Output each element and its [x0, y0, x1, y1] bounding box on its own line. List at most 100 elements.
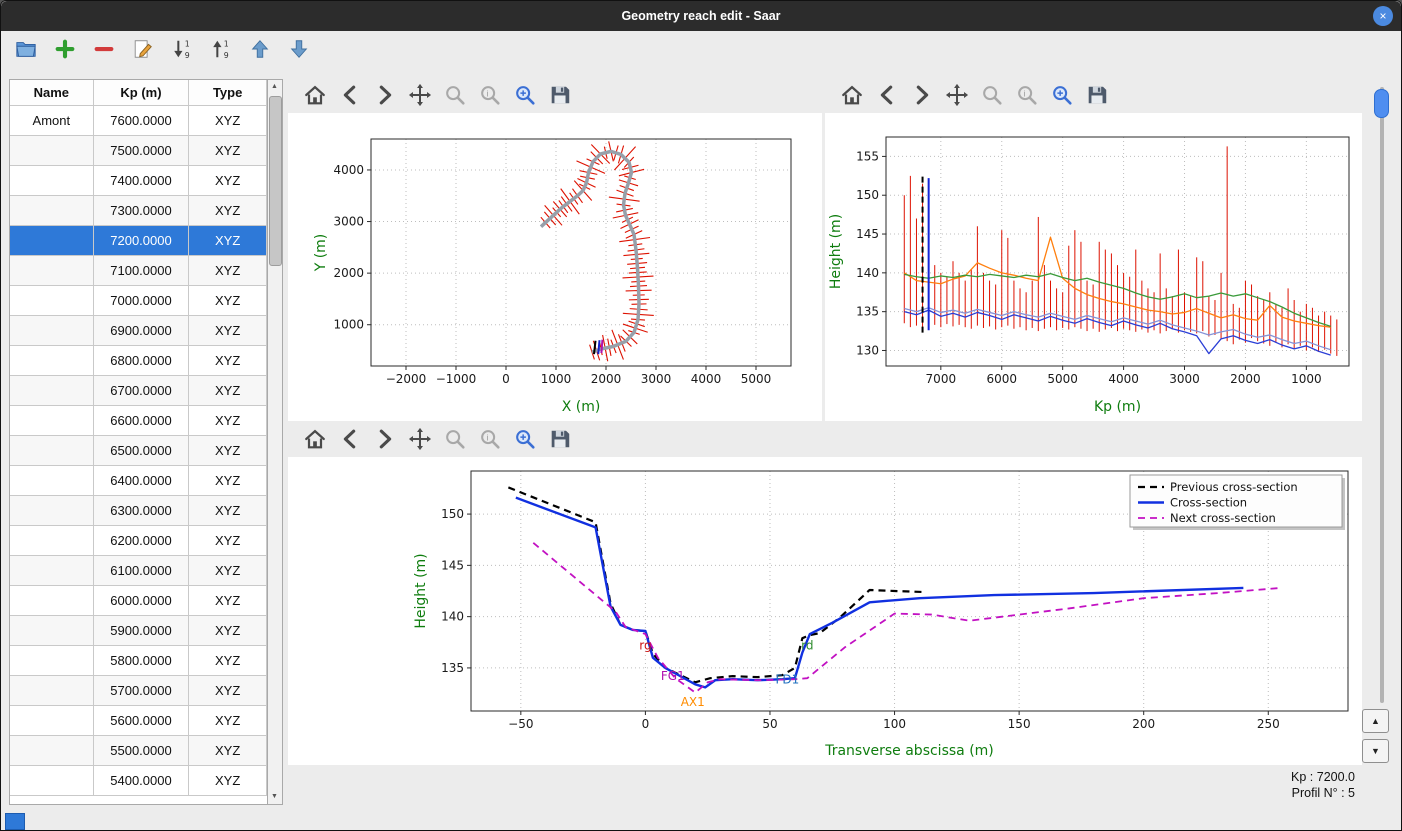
cell-name	[10, 376, 94, 406]
zoom-button[interactable]	[979, 84, 1005, 110]
back-button[interactable]	[337, 428, 363, 454]
zoom-rect-button[interactable]	[1049, 84, 1075, 110]
profile-slider-track[interactable]	[1380, 87, 1384, 703]
zoom-rect-button[interactable]	[512, 84, 538, 110]
forward-button[interactable]	[909, 84, 935, 110]
home-button[interactable]	[302, 84, 328, 110]
cell-name	[10, 256, 94, 286]
svg-text:Previous cross-section: Previous cross-section	[1170, 480, 1298, 494]
table-row[interactable]: 5400.0000 XYZ	[10, 766, 267, 796]
save-button[interactable]	[547, 428, 573, 454]
zoom-rect-icon	[513, 427, 537, 454]
cell-kp: 5500.0000	[93, 736, 190, 766]
long-profile-canvas[interactable]: 7000 6000 5000 4000 3000 2000 1000 130 135 140 145…	[825, 113, 1362, 421]
next-profile-button[interactable]: ▼	[1362, 739, 1389, 763]
add-icon	[54, 38, 76, 63]
table-row[interactable]: 7400.0000 XYZ	[10, 166, 267, 196]
table-row[interactable]: 7000.0000 XYZ	[10, 286, 267, 316]
zoom-original-button[interactable]: i	[477, 84, 503, 110]
table-corner-widget	[5, 813, 25, 830]
open-folder-button[interactable]	[13, 37, 39, 63]
cell-name	[10, 496, 94, 526]
plan-view-canvas[interactable]: −2000 −1000 0 1000 2000 3000 4000 5000 1000 2000 3…	[288, 113, 822, 421]
close-button[interactable]: ×	[1373, 6, 1393, 26]
svg-text:1000: 1000	[541, 372, 572, 386]
cell-name	[10, 736, 94, 766]
table-row[interactable]: 6100.0000 XYZ	[10, 556, 267, 586]
titlebar[interactable]: Geometry reach edit - Saar ×	[1, 1, 1401, 31]
table-row[interactable]: 6500.0000 XYZ	[10, 436, 267, 466]
cell-type: XYZ	[189, 376, 267, 406]
remove-button[interactable]	[91, 37, 117, 63]
table-row[interactable]: 6700.0000 XYZ	[10, 376, 267, 406]
svg-text:50: 50	[762, 717, 777, 731]
edit-button[interactable]	[130, 37, 156, 63]
table-scrollbar[interactable]: ▲ ▼	[267, 80, 282, 804]
table-row[interactable]: 7500.0000 XYZ	[10, 136, 267, 166]
back-icon	[875, 83, 899, 110]
home-button[interactable]	[302, 428, 328, 454]
svg-text:5000: 5000	[741, 372, 772, 386]
cell-type: XYZ	[189, 136, 267, 166]
svg-text:1: 1	[224, 39, 229, 48]
forward-icon	[910, 83, 934, 110]
zoom-original-icon: i	[1015, 83, 1039, 110]
table-row[interactable]: 6200.0000 XYZ	[10, 526, 267, 556]
scrollbar-down-icon[interactable]: ▼	[271, 793, 278, 800]
back-button[interactable]	[337, 84, 363, 110]
cell-kp: 7600.0000	[93, 106, 190, 136]
zoom-button[interactable]	[442, 84, 468, 110]
table-row[interactable]: 7300.0000 XYZ	[10, 196, 267, 226]
zoom-button[interactable]	[442, 428, 468, 454]
table-row[interactable]: 5500.0000 XYZ	[10, 736, 267, 766]
home-button[interactable]	[839, 84, 865, 110]
table-row[interactable]: 6000.0000 XYZ	[10, 586, 267, 616]
cross-section-canvas[interactable]: rg rd AX1 FD1 FG1 −50 0 50 100 150 200 250 135 140 145…	[288, 457, 1362, 765]
cell-kp: 5900.0000	[93, 616, 190, 646]
cell-kp: 7400.0000	[93, 166, 190, 196]
table-row[interactable]: 6400.0000 XYZ	[10, 466, 267, 496]
svg-text:i: i	[486, 88, 488, 98]
table-row[interactable]: 6300.0000 XYZ	[10, 496, 267, 526]
table-row[interactable]: 6800.0000 XYZ	[10, 346, 267, 376]
save-button[interactable]	[547, 84, 573, 110]
pan-button[interactable]	[944, 83, 970, 110]
cell-kp: 6000.0000	[93, 586, 190, 616]
cell-kp: 5400.0000	[93, 766, 190, 796]
forward-button[interactable]	[372, 84, 398, 110]
cell-type: XYZ	[189, 316, 267, 346]
table-row[interactable]: 5700.0000 XYZ	[10, 676, 267, 706]
table-row[interactable]: 6900.0000 XYZ	[10, 316, 267, 346]
cell-type: XYZ	[189, 526, 267, 556]
add-button[interactable]	[52, 37, 78, 63]
table-row[interactable]: 5600.0000 XYZ	[10, 706, 267, 736]
zoom-original-button[interactable]: i	[477, 428, 503, 454]
table-row[interactable]: 7200.0000 XYZ	[10, 226, 267, 256]
table-row[interactable]: 5900.0000 XYZ	[10, 616, 267, 646]
move-down-button[interactable]	[286, 37, 312, 63]
svg-text:rg: rg	[639, 638, 651, 652]
zoom-original-button[interactable]: i	[1014, 84, 1040, 110]
cell-name	[10, 586, 94, 616]
zoom-rect-icon	[1050, 83, 1074, 110]
svg-text:140: 140	[441, 610, 464, 624]
previous-profile-button[interactable]: ▲	[1362, 709, 1389, 733]
scrollbar-up-icon[interactable]: ▲	[271, 83, 278, 90]
back-button[interactable]	[874, 84, 900, 110]
table-row[interactable]: 7100.0000 XYZ	[10, 256, 267, 286]
save-button[interactable]	[1084, 84, 1110, 110]
cell-kp: 6400.0000	[93, 466, 190, 496]
table-row[interactable]: 6600.0000 XYZ	[10, 406, 267, 436]
cell-kp: 6700.0000	[93, 376, 190, 406]
pan-button[interactable]	[407, 427, 433, 454]
pan-button[interactable]	[407, 83, 433, 110]
table-row[interactable]: Amont 7600.0000 XYZ	[10, 106, 267, 136]
profile-slider-handle[interactable]	[1374, 89, 1389, 118]
table-row[interactable]: 5800.0000 XYZ	[10, 646, 267, 676]
forward-button[interactable]	[372, 428, 398, 454]
move-up-button[interactable]	[247, 37, 273, 63]
scrollbar-thumb[interactable]	[269, 96, 282, 266]
zoom-rect-button[interactable]	[512, 428, 538, 454]
